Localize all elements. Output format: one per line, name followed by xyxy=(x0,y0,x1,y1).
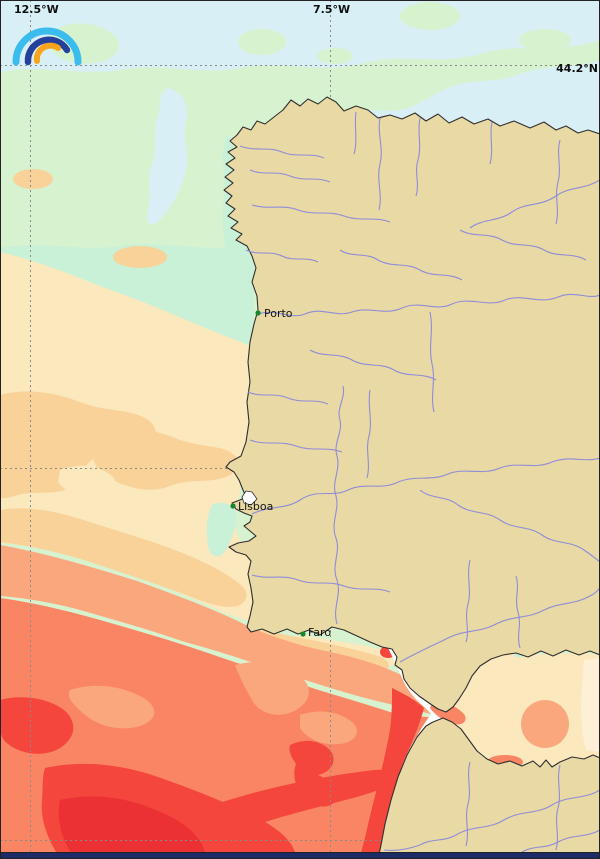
lon-label-7-5w: 7.5°W xyxy=(313,3,350,16)
ipma-rainbow-logo xyxy=(12,27,82,66)
rivers-layer xyxy=(239,111,600,853)
lisboa-dot xyxy=(230,503,236,509)
tagus-estuary xyxy=(241,490,258,506)
porto-dot xyxy=(255,310,261,316)
porto-label: Porto xyxy=(264,307,293,320)
lisboa-label: Lisboa xyxy=(238,500,273,513)
bottom-navy-band xyxy=(0,853,600,859)
city-markers: Porto Lisboa Faro xyxy=(230,307,331,639)
logo-arc-outer xyxy=(12,27,82,66)
logo-arc-middle xyxy=(24,36,71,66)
logo-arc-inner xyxy=(33,42,61,64)
lat-label-44-2n: 44.2°N xyxy=(556,62,598,75)
faro-label: Faro xyxy=(308,626,331,639)
faro-dot xyxy=(300,631,306,637)
land-layer xyxy=(223,96,600,859)
lon-label-12-5w: 12.5°W xyxy=(14,3,59,16)
alboran-sea xyxy=(437,652,600,769)
iberia-landmass xyxy=(223,96,600,713)
graticule-labels: 12.5°W 7.5°W 44.2°N xyxy=(14,3,598,75)
morocco-landmass xyxy=(377,717,600,859)
